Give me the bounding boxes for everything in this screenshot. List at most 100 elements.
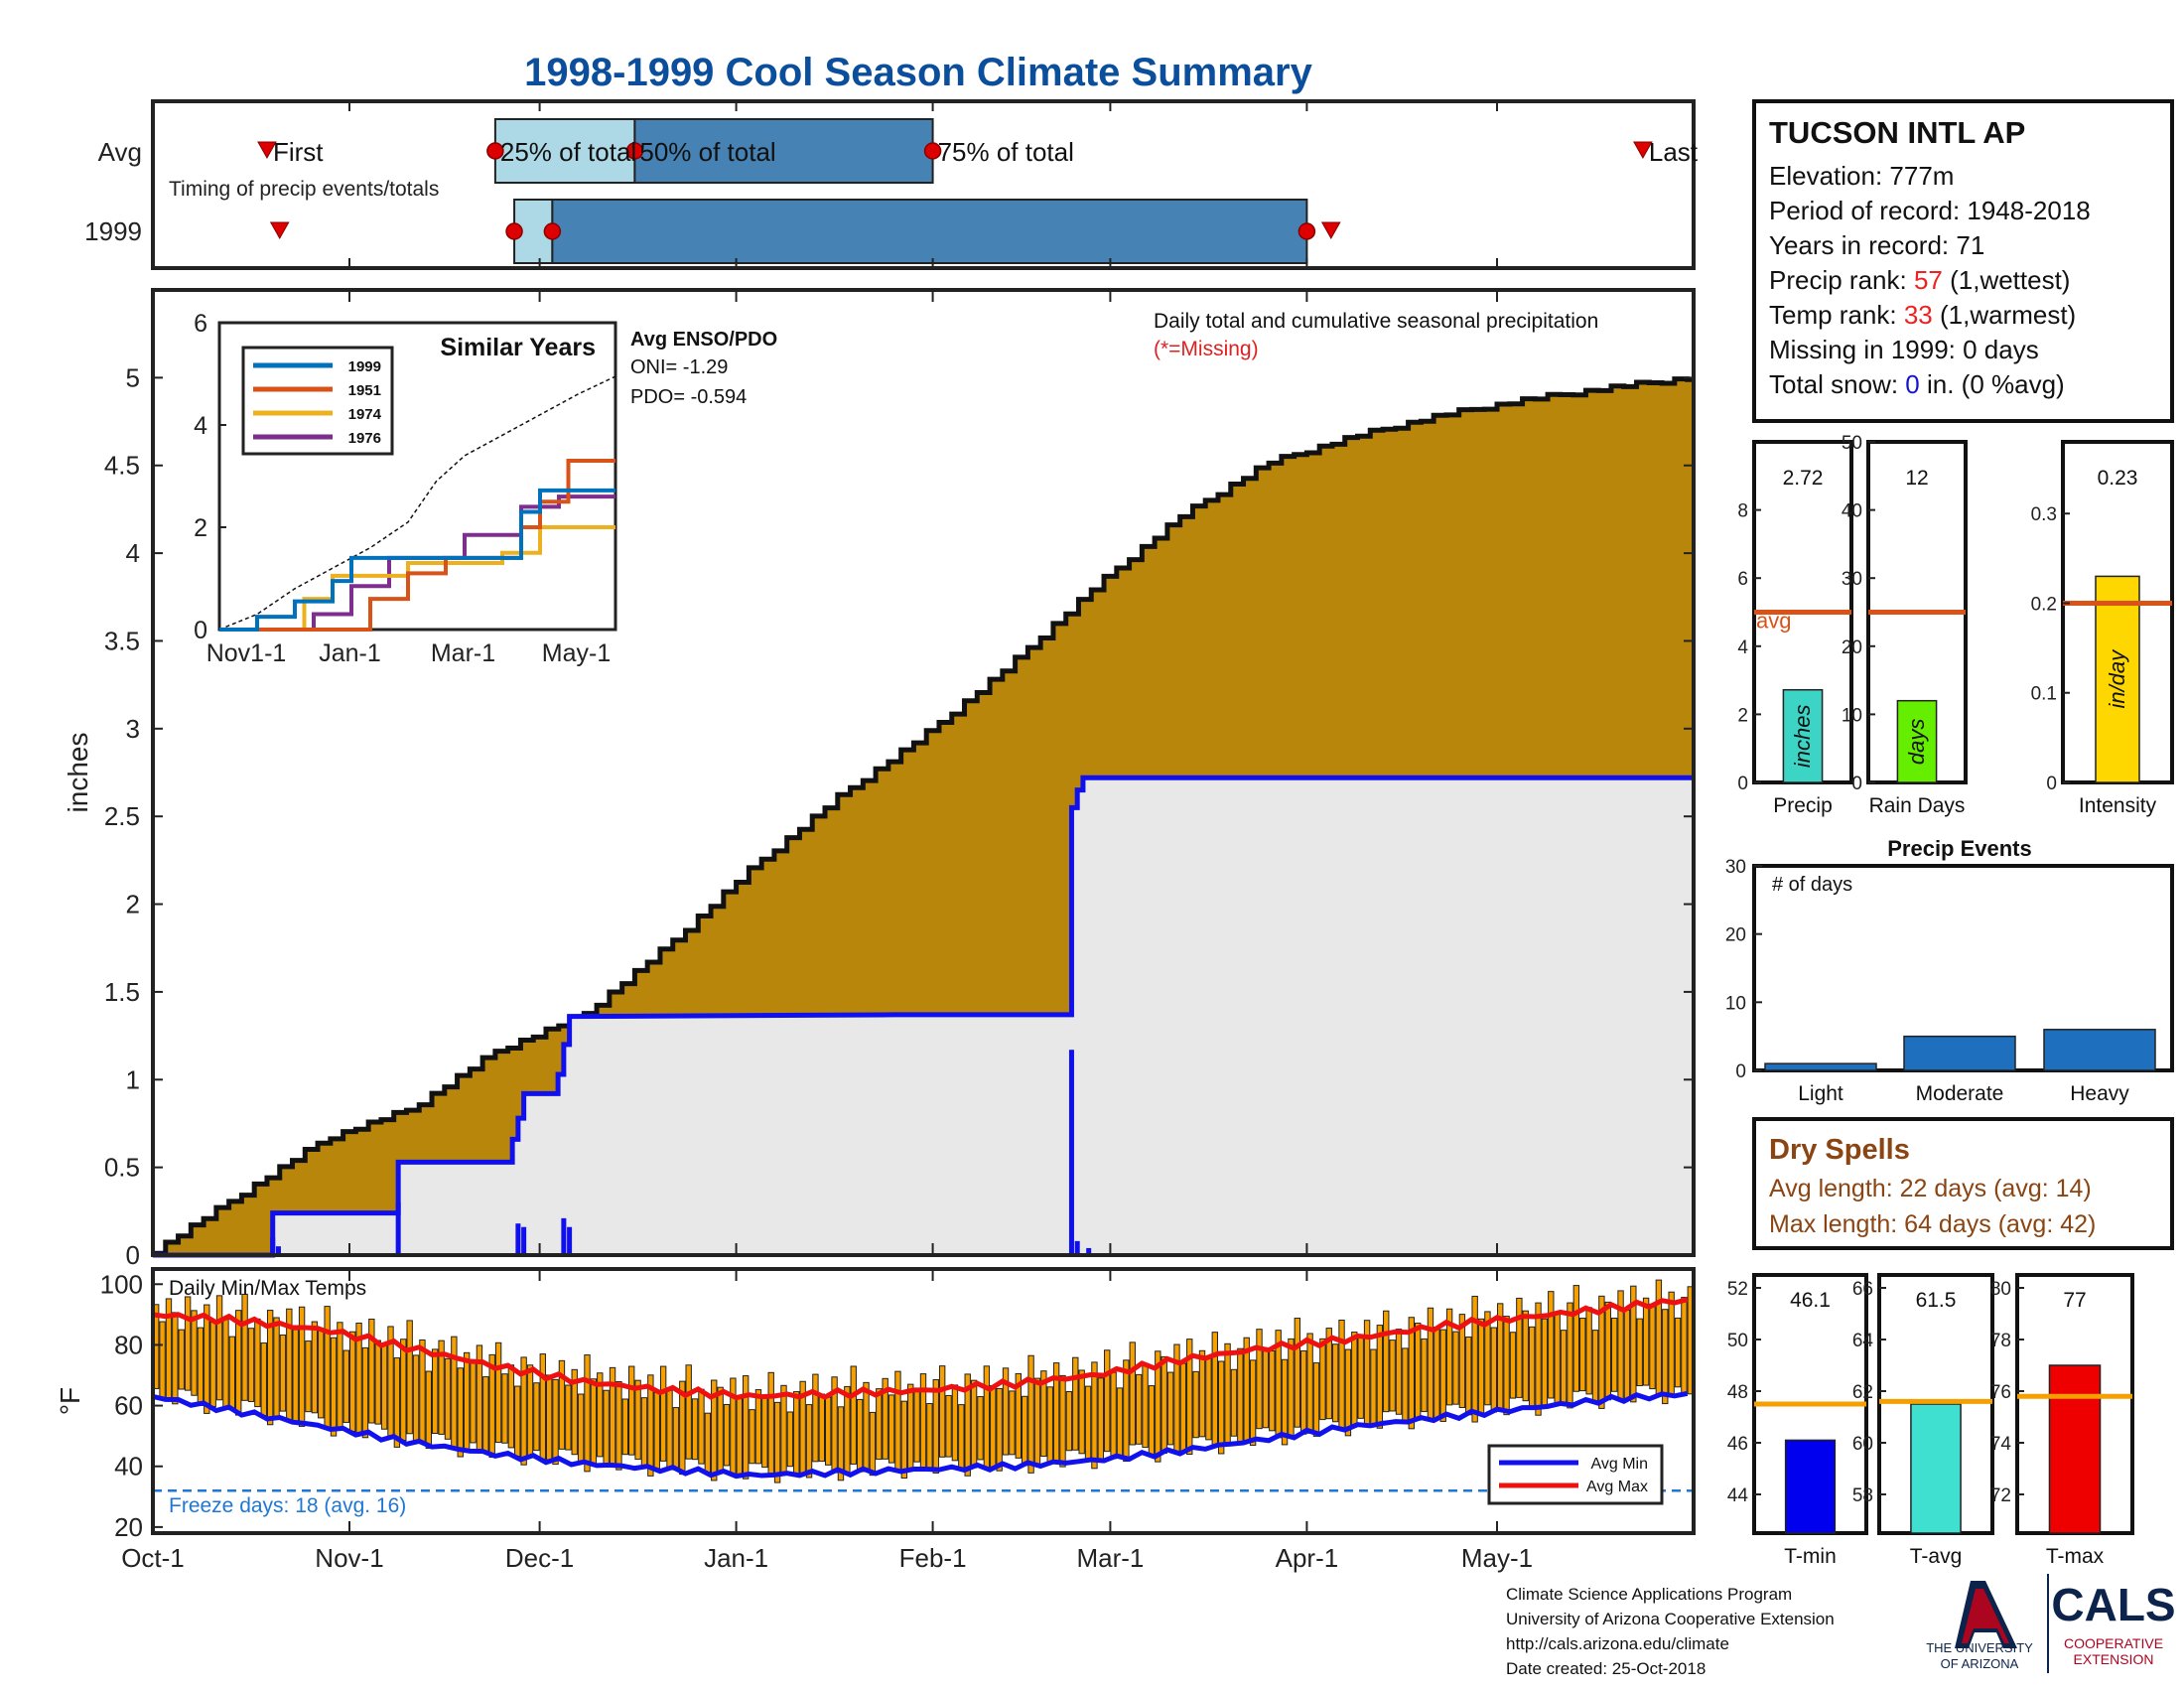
coop-text-2: EXTENSION <box>2074 1651 2154 1667</box>
temp-bar-value-label-0: 46.1 <box>1790 1289 1831 1312</box>
daily-precip-bar-4 <box>521 1226 527 1255</box>
temp-frame <box>151 1267 1696 1535</box>
temp-bar-133 <box>996 1387 1003 1472</box>
temp-bar-215 <box>1516 1297 1523 1398</box>
temp-bar-54 <box>494 1341 502 1444</box>
bar-ytick-1-1: 10 <box>1842 705 1862 726</box>
daily-precip-bar-6 <box>567 1226 573 1255</box>
inset-xtick-2: Mar-1 <box>431 639 495 667</box>
bar-value-2 <box>2095 575 2140 783</box>
temp-bar-228 <box>1598 1295 1605 1409</box>
daily-precip-bar-5 <box>561 1217 567 1255</box>
temp-bar-181 <box>1300 1349 1307 1435</box>
temp-bar-ytick-0-0: 44 <box>1727 1485 1749 1506</box>
temp-bar-6 <box>191 1310 198 1396</box>
temp-bar-82 <box>672 1407 680 1471</box>
temp-bar-140 <box>1040 1370 1047 1458</box>
temp-ytick-4: 100 <box>100 1269 143 1299</box>
1999-50-marker <box>543 222 562 240</box>
bar-ytick-0-0: 0 <box>1737 774 1748 794</box>
temp-bar-89 <box>717 1386 724 1474</box>
daily-precip-bar-2 <box>395 1201 401 1255</box>
temp-title: Daily Min/Max Temps <box>169 1277 366 1300</box>
temp-bar-99 <box>780 1384 787 1476</box>
precip-ytick-10: 5 <box>126 362 140 392</box>
bar-value-0 <box>1782 688 1824 783</box>
total-snow: Total snow: 0 in. (0 %avg) <box>1769 369 2065 399</box>
temp-bar-108 <box>837 1406 845 1481</box>
temp-bar-69 <box>590 1378 598 1465</box>
avg-first-marker <box>257 141 277 160</box>
temp-bar-220 <box>1548 1291 1555 1399</box>
temp-bar-ytick-1-0: 58 <box>1852 1485 1873 1506</box>
temp-bar-126 <box>951 1384 959 1462</box>
temp-bar-143 <box>1059 1374 1066 1468</box>
temp-bar-23 <box>298 1306 306 1427</box>
temp-bar-46 <box>444 1357 452 1440</box>
temp-bar-216 <box>1522 1310 1529 1402</box>
precip-ytick-7: 3.5 <box>104 626 140 655</box>
temp-bar-11 <box>222 1319 229 1410</box>
temp-bar-160 <box>1166 1371 1174 1446</box>
temp-bar-147 <box>1084 1385 1092 1462</box>
temp-bar-22 <box>292 1329 299 1422</box>
bar-ytick-2-1: 0.1 <box>2031 684 2057 705</box>
temp-bar-29 <box>337 1322 343 1430</box>
daily-precip-bar-9 <box>1086 1247 1092 1255</box>
temp-bar-149 <box>1097 1377 1105 1461</box>
temp-bar-76 <box>634 1379 641 1461</box>
temp-bar-180 <box>1294 1318 1301 1428</box>
xtick-6: Apr-1 <box>1276 1543 1339 1573</box>
temp-bar-48 <box>457 1367 464 1458</box>
temp-bar-226 <box>1585 1307 1592 1395</box>
temp-bar-ytick-1-3: 64 <box>1852 1331 1874 1351</box>
temp-legend: Avg Min Avg Max <box>1487 1444 1664 1505</box>
event-bar-heavy <box>2043 1029 2156 1071</box>
temp-bar-14 <box>241 1293 248 1401</box>
temp-bar-224 <box>1572 1285 1580 1392</box>
temp-bar-155 <box>1135 1373 1143 1445</box>
temp-bar-238 <box>1662 1309 1669 1405</box>
temp-bar-value-2 <box>2048 1364 2102 1534</box>
temp-bar-234 <box>1636 1318 1643 1387</box>
temp-bar-222 <box>1560 1330 1568 1406</box>
timing-row-avg: Avg <box>98 137 142 167</box>
temp-bar-225 <box>1579 1318 1586 1392</box>
temp-bar-ytick-2-3: 78 <box>1990 1331 2011 1351</box>
temp-bar-112 <box>863 1381 870 1473</box>
pct75-label: 75% of total <box>938 137 1074 167</box>
temp-bar-15 <box>247 1328 255 1402</box>
total-snow-suffix: in. (0 %avg) <box>1920 369 2065 399</box>
inset-avg-line <box>218 375 616 631</box>
temp-bar-97 <box>767 1371 774 1476</box>
temp-bar-154 <box>1129 1341 1136 1446</box>
temp-bar-77 <box>640 1397 648 1469</box>
bar-value-label-1: 12 <box>1905 467 1928 490</box>
temp-bar-158 <box>1155 1350 1161 1463</box>
avg-50-75-box <box>633 118 934 184</box>
temp-bar-132 <box>990 1385 997 1468</box>
temp-bar-227 <box>1591 1330 1599 1402</box>
xtick-2: Dec-1 <box>505 1543 574 1573</box>
precip-ytick-6: 3 <box>126 714 140 744</box>
temp-bar-131 <box>983 1365 991 1469</box>
total-snow-value: 0 <box>1905 369 1919 399</box>
bar-ytick-1-0: 0 <box>1851 774 1862 794</box>
precip-rank-prefix: Precip rank: <box>1769 265 1914 295</box>
temp-bar-95 <box>754 1389 762 1465</box>
temp-rank-suffix: (1,warmest) <box>1933 300 2076 330</box>
first-label: First <box>273 137 324 167</box>
temp-bar-98 <box>773 1401 781 1483</box>
temp-bar-167 <box>1211 1332 1218 1448</box>
temp-bar-57 <box>514 1385 521 1458</box>
bar-unit-2: in/day <box>2105 648 2129 709</box>
events-ytick-3: 30 <box>1725 857 1746 878</box>
1999-50-75-box <box>551 199 1308 264</box>
temp-ytick-2: 60 <box>114 1391 143 1421</box>
precip-ytick-1: 0.5 <box>104 1153 140 1183</box>
temp-bar-157 <box>1148 1385 1156 1456</box>
temp-bar-65 <box>565 1384 572 1451</box>
temp-bar-ytick-0-3: 50 <box>1727 1331 1748 1351</box>
inset-series-1974 <box>219 525 615 632</box>
event-category-0: Light <box>1798 1082 1843 1105</box>
